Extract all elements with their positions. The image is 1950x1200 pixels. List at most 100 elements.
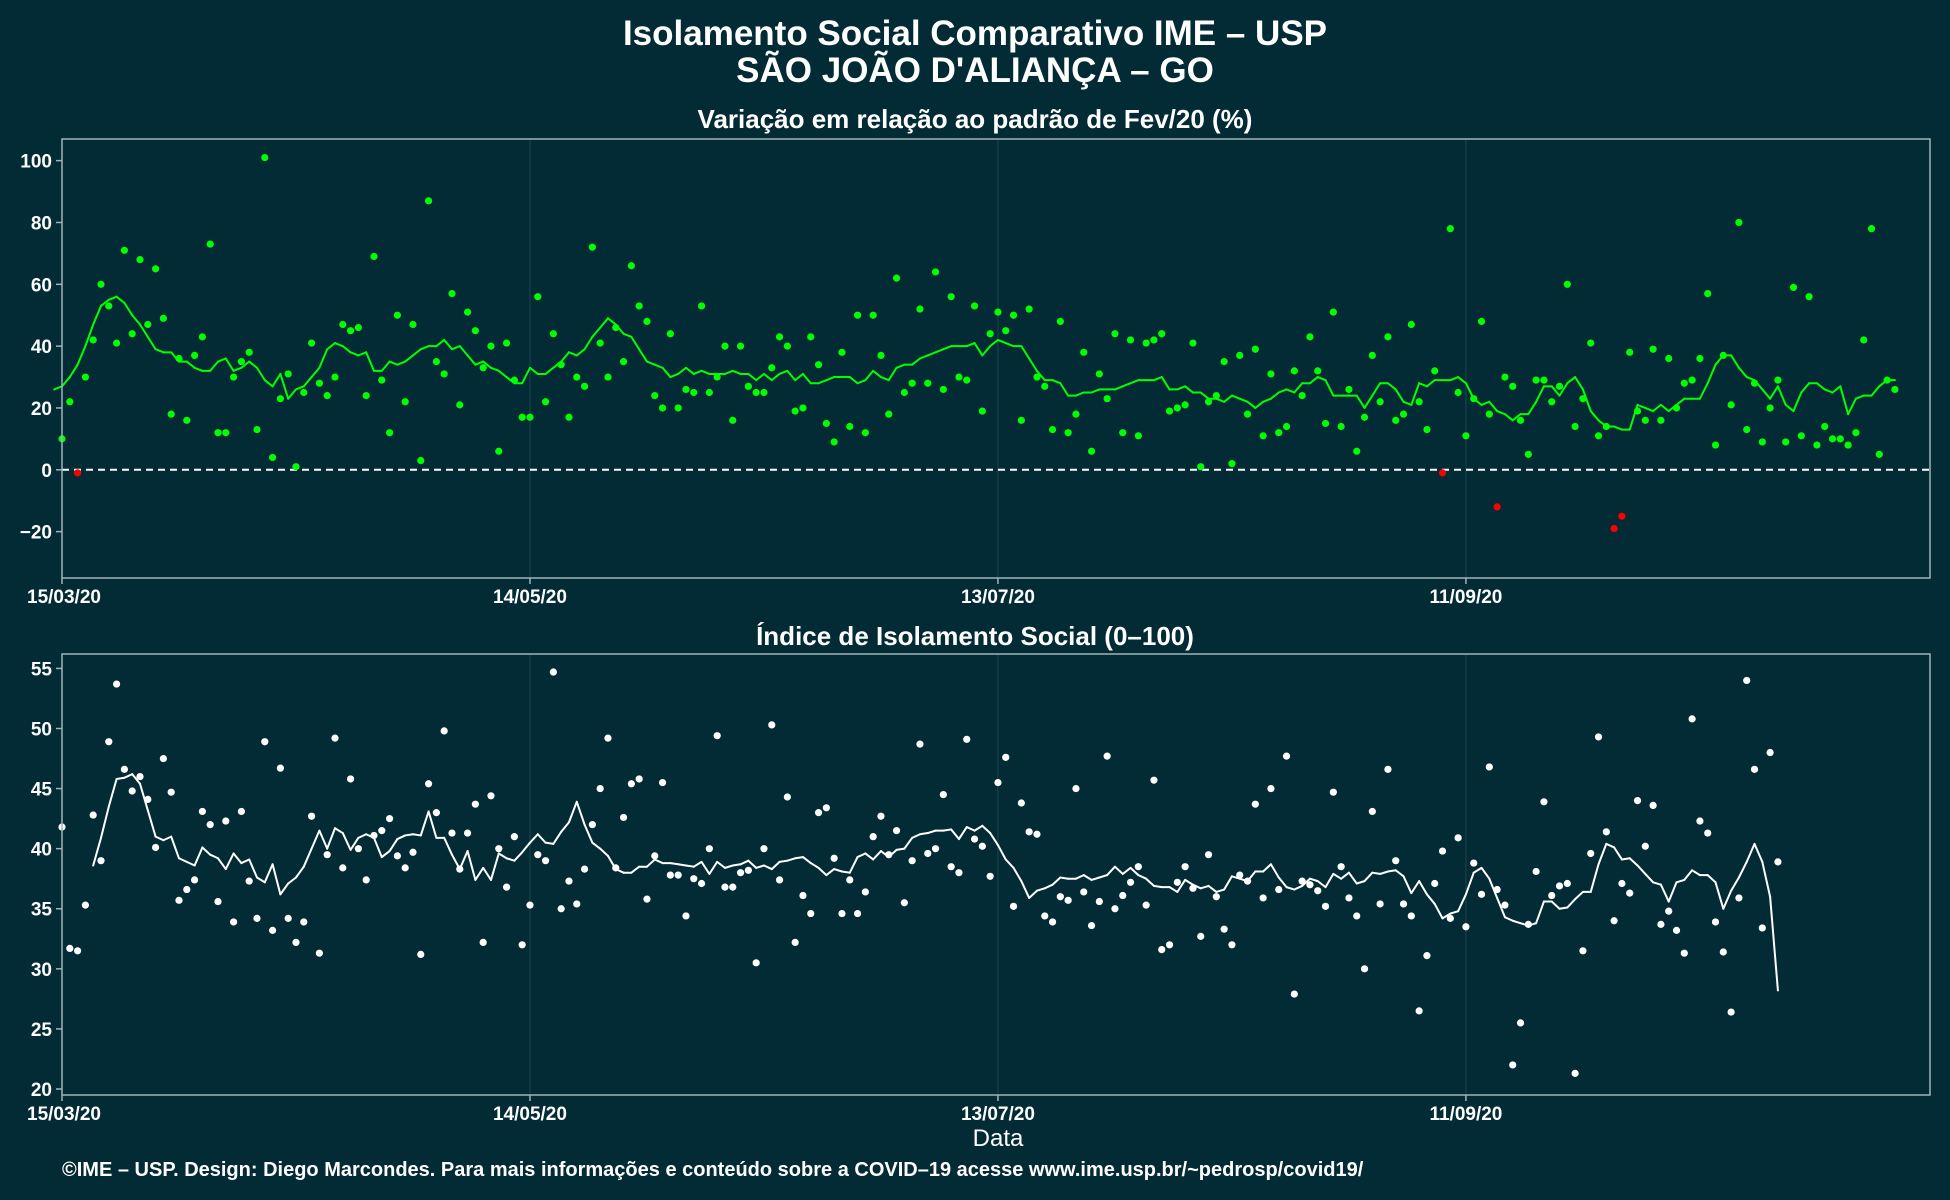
variation-moving-average-segment [731, 369, 742, 375]
index-data-point [565, 877, 573, 885]
index-data-point [120, 765, 128, 773]
variation-moving-average-segment [1831, 385, 1842, 394]
variation-moving-average-segment [575, 348, 586, 357]
index-moving-average-segment [380, 850, 391, 859]
index-moving-average-segment [232, 852, 243, 865]
index-data-point [549, 668, 557, 676]
variation-moving-average-segment [209, 360, 219, 372]
variation-data-point [1516, 416, 1525, 424]
variation-data-point [799, 404, 807, 412]
variation-data-point [1477, 317, 1486, 326]
index-data-point [1750, 765, 1759, 773]
index-moving-average-segment [279, 882, 290, 896]
variation-moving-average-segment [1589, 410, 1600, 422]
index-data-point [963, 735, 971, 743]
variation-moving-average-segment [1238, 397, 1249, 403]
index-data-point [1041, 912, 1049, 920]
variation-moving-average-segment [692, 369, 703, 375]
index-y-tick-label: 30 [31, 960, 52, 981]
index-data-point [1345, 894, 1353, 902]
index-data-point [315, 949, 323, 957]
index-moving-average-segment [216, 857, 227, 871]
variation-moving-average-segment [786, 369, 797, 382]
variation-data-point [73, 469, 82, 477]
variation-data-point [1134, 432, 1142, 440]
variation-data-point [214, 429, 222, 437]
variation-data-point [1111, 330, 1119, 338]
index-y-tick-label: 40 [31, 840, 52, 861]
variation-y-tick-label: 0 [41, 461, 52, 482]
variation-data-point [1524, 450, 1532, 458]
index-moving-average-segment [1659, 883, 1670, 903]
variation-data-point [666, 330, 674, 338]
index-moving-average-segment [942, 828, 953, 832]
index-data-point [713, 732, 721, 740]
index-moving-average-segment [1184, 878, 1194, 886]
index-data-point [463, 829, 472, 837]
index-data-point [1002, 753, 1010, 761]
index-data-point [651, 852, 659, 860]
index-data-point [409, 848, 417, 856]
index-data-point [1204, 851, 1213, 859]
index-data-point [495, 845, 503, 853]
index-data-point [1633, 796, 1642, 805]
variation-y-tick-label: 60 [31, 275, 52, 296]
variation-data-point [284, 370, 292, 378]
index-moving-average-segment [411, 833, 422, 837]
index-data-point [643, 895, 651, 903]
index-data-point [323, 851, 331, 859]
index-moving-average-segment [1636, 864, 1647, 875]
index-data-point [1477, 890, 1486, 898]
index-moving-average-segment [1371, 871, 1382, 875]
variation-data-point [463, 308, 472, 316]
variation-data-point [1867, 225, 1876, 233]
index-moving-average-segment [1035, 887, 1046, 892]
variation-data-point [612, 323, 620, 332]
variation-data-point [1727, 401, 1735, 409]
index-moving-average-segment [583, 823, 594, 844]
variation-moving-average-segment [1535, 385, 1545, 403]
index-moving-average-segment [466, 850, 477, 881]
index-x-tick-label: 15/03/20 [27, 1104, 101, 1125]
index-data-point [206, 821, 214, 829]
variation-moving-average-segment [318, 348, 329, 369]
index-data-point [1275, 885, 1283, 894]
index-data-point [619, 813, 628, 822]
variation-moving-average-segment [801, 372, 812, 385]
main-title-line2: SÃO JOÃO D'ALIANÇA – GO [736, 51, 1214, 90]
variation-data-point [362, 391, 370, 400]
index-moving-average-segment [762, 864, 773, 871]
index-moving-average-segment [185, 860, 196, 867]
variation-data-point [697, 302, 706, 310]
variation-data-point [385, 429, 394, 437]
index-data-point [1329, 788, 1337, 796]
variation-y-tick-label: 20 [31, 399, 52, 420]
index-moving-average-segment [201, 846, 212, 856]
index-moving-average-segment [560, 821, 570, 833]
variation-moving-average-segment [1636, 403, 1647, 409]
index-y-tick-label: 20 [31, 1080, 52, 1101]
index-data-point [978, 842, 986, 850]
index-moving-average-segment [1379, 870, 1389, 875]
index-data-point [448, 829, 456, 837]
variation-moving-average-segment [76, 345, 87, 366]
index-data-point [237, 807, 245, 816]
index-data-point [955, 869, 963, 877]
variation-data-point [1399, 410, 1408, 418]
variation-moving-average-segment [981, 345, 992, 357]
index-data-point [1711, 918, 1720, 926]
variation-moving-average-segment [489, 366, 500, 372]
variation-moving-average-segment [240, 360, 251, 369]
variation-data-point [1680, 379, 1688, 387]
index-moving-average-segment [497, 852, 508, 860]
variation-data-point [66, 398, 74, 406]
variation-x-tick-label: 13/07/20 [961, 587, 1035, 608]
variation-data-point [885, 410, 893, 418]
index-data-point [682, 912, 690, 920]
variation-data-point [1376, 398, 1384, 406]
index-moving-average-segment [1106, 865, 1116, 877]
variation-moving-average-segment [1028, 357, 1038, 372]
variation-moving-average-segment [1363, 394, 1374, 409]
variation-moving-average-segment [1581, 388, 1592, 413]
index-moving-average-segment [528, 833, 539, 844]
